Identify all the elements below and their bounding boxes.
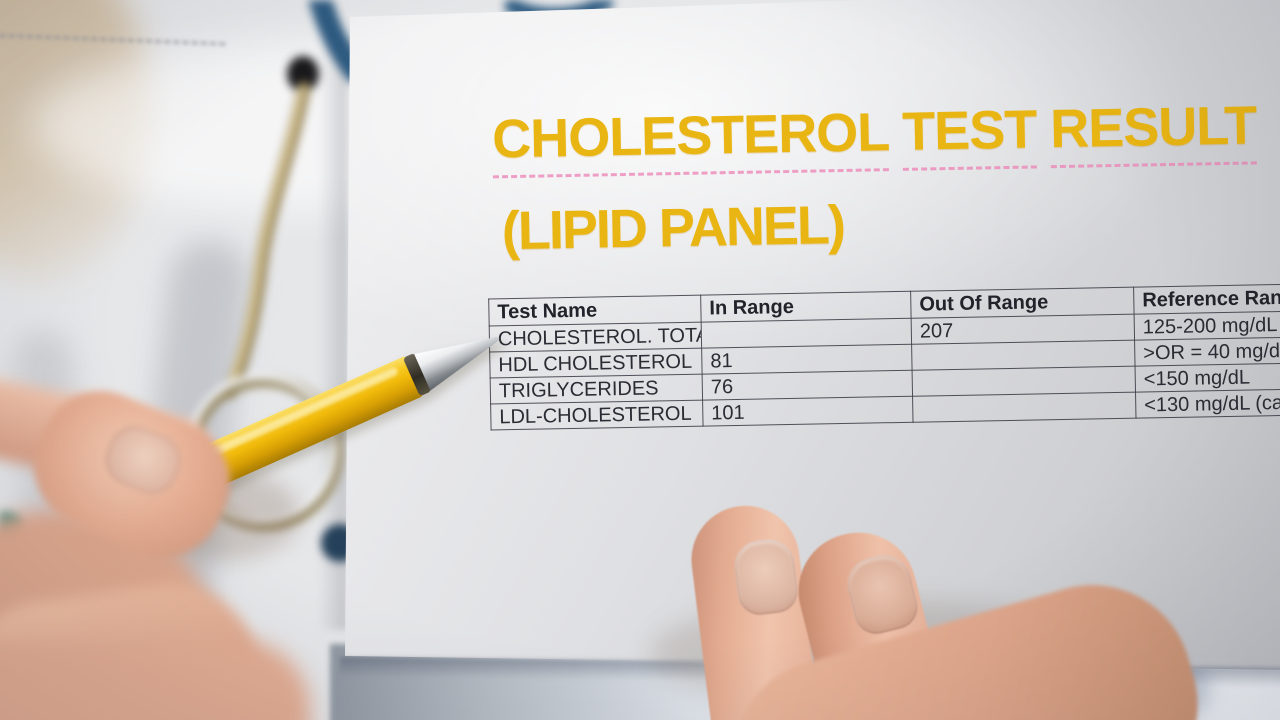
stethoscope-connector: [287, 56, 319, 92]
wrist: [0, 640, 310, 720]
stethoscope-eartube-highlight: [225, 85, 305, 393]
